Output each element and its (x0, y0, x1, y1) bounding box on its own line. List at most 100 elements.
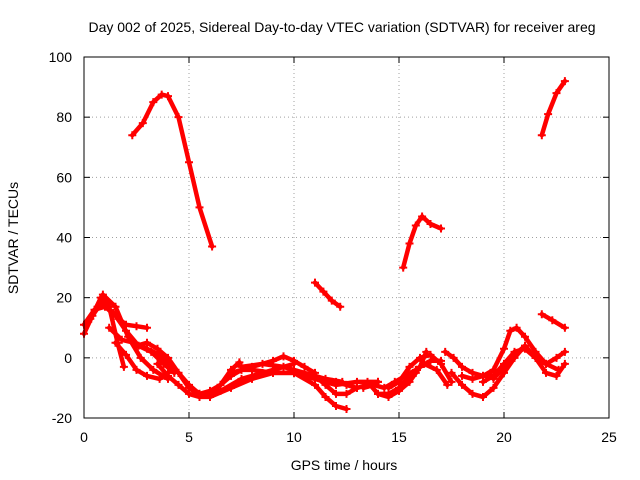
data-point (458, 380, 466, 389)
y-tick-label: 40 (56, 230, 72, 246)
data-point (426, 219, 435, 228)
data-point (153, 344, 162, 353)
data-point (195, 203, 204, 212)
data-point (185, 380, 193, 389)
data-point (258, 359, 267, 368)
data-point (185, 158, 193, 167)
data-point (443, 380, 452, 389)
y-tick-label: 20 (56, 290, 72, 306)
data-point (111, 338, 120, 347)
data-point (552, 353, 561, 362)
data-point (132, 341, 141, 350)
data-point (185, 389, 193, 398)
y-tick-label: 100 (49, 49, 73, 65)
data-point (132, 365, 141, 374)
data-point (174, 113, 183, 122)
data-point (342, 380, 351, 389)
data-point (512, 323, 521, 332)
data-point (432, 365, 441, 374)
data-point (174, 380, 183, 389)
data-point (149, 365, 158, 374)
data-point (399, 263, 408, 272)
data-point (405, 362, 414, 371)
data-point (332, 377, 340, 386)
data-point (269, 368, 277, 377)
data-point (128, 131, 137, 140)
data-point (479, 392, 487, 401)
data-point (500, 344, 508, 353)
data-point (468, 374, 477, 383)
data-point (248, 374, 256, 383)
data-point (138, 119, 147, 128)
data-point (336, 302, 345, 311)
data-point (208, 242, 217, 251)
data-point (544, 110, 553, 119)
data-point (537, 310, 546, 319)
data-point (327, 296, 336, 305)
data-point (560, 347, 569, 356)
data-point (143, 371, 151, 380)
data-point (311, 371, 319, 380)
data-point (418, 212, 427, 221)
data-point (319, 287, 328, 296)
data-point (206, 392, 214, 401)
data-point (542, 359, 550, 368)
data-point (136, 353, 145, 362)
data-point (279, 362, 288, 371)
data-point (227, 368, 235, 377)
data-point (311, 380, 319, 389)
data-point (174, 368, 183, 377)
x-tick-label: 20 (496, 429, 512, 445)
axis-ticks: 0 5 10 15 20 25 -20 0 20 40 60 80 100 (49, 49, 617, 445)
data-point (122, 350, 130, 359)
data-point (411, 365, 420, 374)
chart-title: Day 002 of 2025, Sidereal Day-to-day VTE… (88, 19, 595, 35)
data-point (143, 338, 151, 347)
series-arc-d (539, 78, 568, 138)
data-point (537, 131, 546, 140)
data-point (458, 362, 466, 371)
series-arc-b (312, 280, 343, 309)
series-arc-ac (449, 343, 528, 400)
x-tick-label: 10 (286, 429, 302, 445)
data-point (441, 347, 450, 356)
data-point (143, 323, 151, 332)
data-point (510, 350, 519, 359)
data-point (416, 353, 424, 362)
data-point (195, 389, 204, 398)
data-point (342, 389, 351, 398)
data-point (506, 326, 515, 335)
data-point (489, 383, 498, 392)
data-point (560, 77, 569, 86)
data-point (132, 322, 141, 331)
x-tick-label: 5 (185, 429, 193, 445)
data-point (447, 368, 456, 377)
data-point (98, 290, 107, 299)
data-point (426, 350, 435, 359)
data-point (521, 341, 529, 350)
data-point (237, 362, 246, 371)
y-axis-label: SDTVAR / TECUs (5, 182, 21, 294)
data-point (149, 98, 158, 107)
data-point (248, 365, 256, 374)
data-point (552, 371, 561, 380)
data-point (437, 224, 445, 233)
y-tick-label: 0 (64, 350, 72, 366)
data-point (332, 389, 340, 398)
data-point (227, 383, 235, 392)
series-arc-h (85, 301, 177, 376)
data-point (342, 404, 351, 413)
data-point (332, 401, 340, 410)
data-series (80, 77, 569, 413)
data-point (395, 377, 403, 386)
data-point (384, 383, 393, 392)
data-point (449, 353, 458, 362)
data-point (321, 380, 330, 389)
data-point (374, 389, 382, 398)
data-point (86, 314, 95, 323)
data-point (164, 353, 172, 362)
data-point (359, 383, 368, 392)
data-point (405, 239, 414, 248)
x-tick-label: 0 (80, 429, 88, 445)
x-axis-label: GPS time / hours (291, 457, 398, 473)
